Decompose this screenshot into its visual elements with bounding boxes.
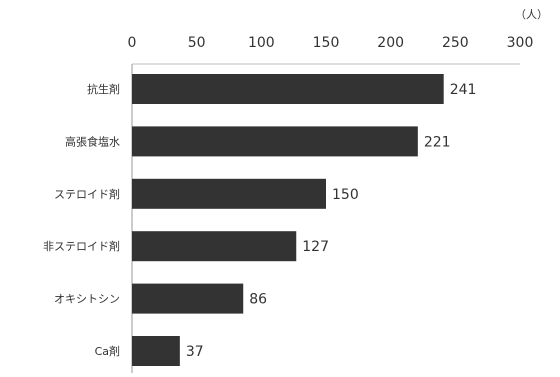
value-label: 127 [302, 239, 329, 255]
bar [132, 74, 444, 104]
value-label: 241 [450, 82, 477, 98]
category-label: 非ステロイド剤 [43, 239, 120, 253]
bar [132, 336, 180, 366]
x-tick-label: 150 [313, 35, 340, 51]
x-tick-label: 0 [128, 35, 137, 51]
category-label: 高張食塩水 [65, 134, 120, 148]
bar [132, 126, 418, 157]
x-tick-label: 250 [442, 35, 469, 51]
unit-label: （人） [515, 8, 548, 21]
value-label: 221 [424, 134, 451, 150]
value-label: 37 [186, 344, 204, 360]
category-label: Ca剤 [95, 344, 120, 358]
category-label: 抗生剤 [87, 82, 120, 96]
category-label: オキシトシン [54, 293, 120, 306]
bars [132, 74, 444, 366]
value-labels: 241 221 150 127 86 37 [186, 82, 477, 360]
x-tick-label: 300 [507, 35, 534, 51]
x-tick-label: 50 [188, 35, 206, 51]
bar [132, 283, 244, 314]
value-label: 86 [249, 292, 267, 308]
bar [132, 178, 326, 209]
x-tick-label: 100 [248, 35, 275, 51]
x-tick-label: 200 [377, 35, 404, 51]
x-axis-ticks: 0 50 100 150 200 250 300 [128, 35, 534, 51]
category-label: ステロイド剤 [54, 187, 120, 201]
bar [132, 231, 297, 262]
value-label: 150 [332, 187, 359, 203]
